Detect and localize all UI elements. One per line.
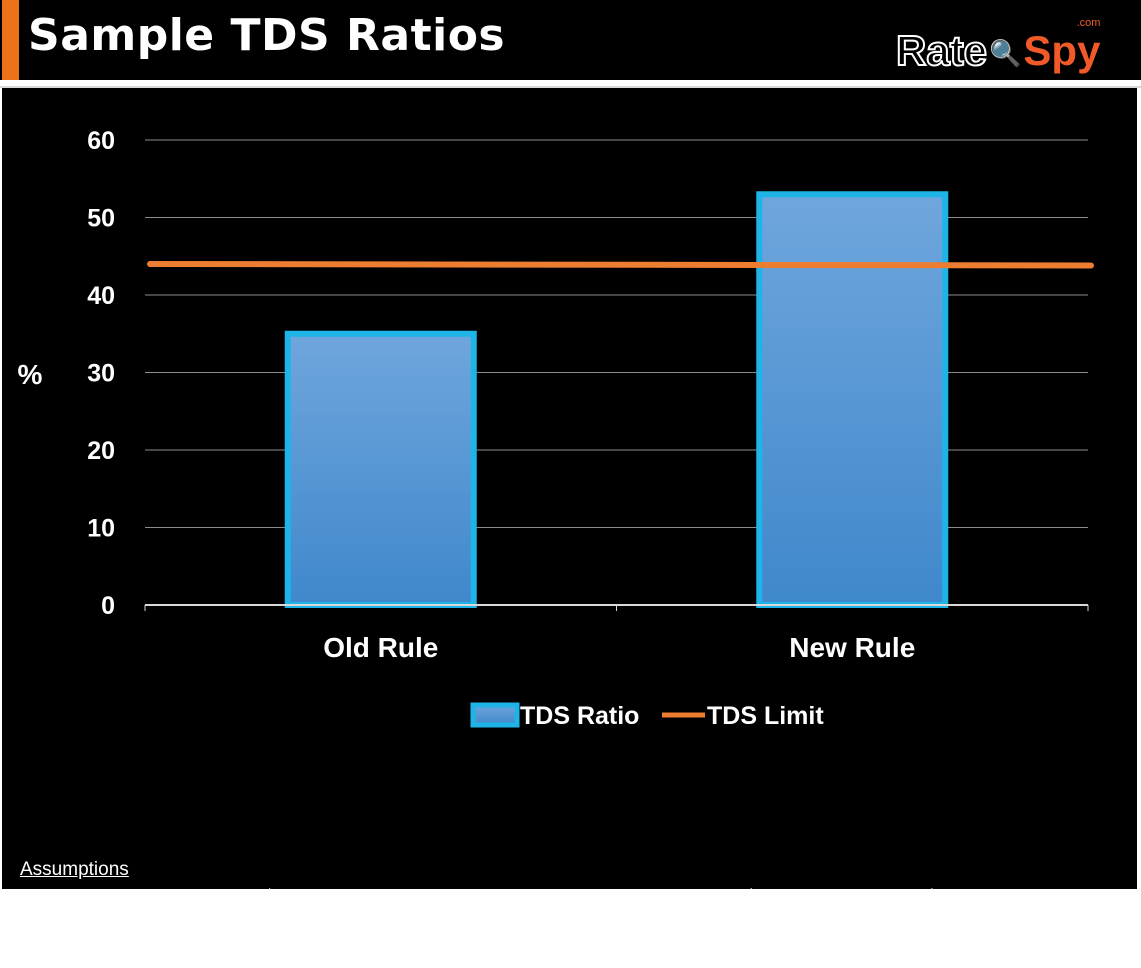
assumption-item: • Median household income: $88,800 — [20, 887, 333, 908]
assumptions-heading: Assumptions — [20, 859, 129, 880]
bar-new-rule — [756, 191, 949, 608]
assumption-item: • Home value: $500,000; Mortgage: $200,0… — [622, 887, 1006, 908]
x-tick-label: Old Rule — [323, 632, 438, 663]
tds-limit-line — [147, 261, 1094, 269]
y-tick-label: 0 — [101, 592, 115, 620]
y-tick-label: 30 — [87, 360, 115, 388]
y-tick-label: 40 — [87, 282, 115, 310]
x-tick-label: New Rule — [789, 632, 915, 663]
assumption-item: • $700 a month in monthly non-mortgage d… — [20, 943, 781, 964]
bar-old-rule — [284, 330, 477, 608]
legend-label-tds-ratio: TDS Ratio — [520, 702, 639, 730]
logo-com-text: .com — [1076, 17, 1101, 29]
header-bar: Sample TDS Ratios Rate 🔍 .com Spy — [0, 0, 1141, 80]
y-tick-label: 20 — [87, 437, 115, 465]
legend-swatch-tds-ratio — [470, 702, 520, 728]
spy-figure-icon: 🔍 — [989, 38, 1022, 68]
y-tick-label: 50 — [87, 205, 115, 233]
logo-spy-group: .com Spy — [1023, 18, 1100, 72]
assumption-item: • $200,000 HELOC with zero balance — [622, 915, 938, 936]
accent-bar — [2, 0, 19, 80]
legend-label-tds-limit: TDS Limit — [707, 702, 824, 730]
y-tick-label: 10 — [87, 515, 115, 543]
logo-rate-text: Rate — [895, 27, 988, 74]
chart-panel: 0 10 20 30 40 50 60 Old Rule New Rule % TDS Rati… — [2, 88, 1137, 964]
assumption-item: • Qualifying rate: 6.45% — [20, 915, 219, 936]
page-title: Sample TDS Ratios — [28, 10, 506, 61]
y-tick-label: 60 — [87, 127, 115, 155]
ratespy-logo: Rate 🔍 .com Spy — [895, 10, 1100, 74]
y-axis-label: % — [18, 359, 43, 390]
chart: 0 10 20 30 40 50 60 Old Rule New Rule % TDS Rati… — [18, 127, 1094, 730]
divider — [0, 86, 1141, 88]
logo-spy-text: Spy — [1023, 27, 1101, 74]
